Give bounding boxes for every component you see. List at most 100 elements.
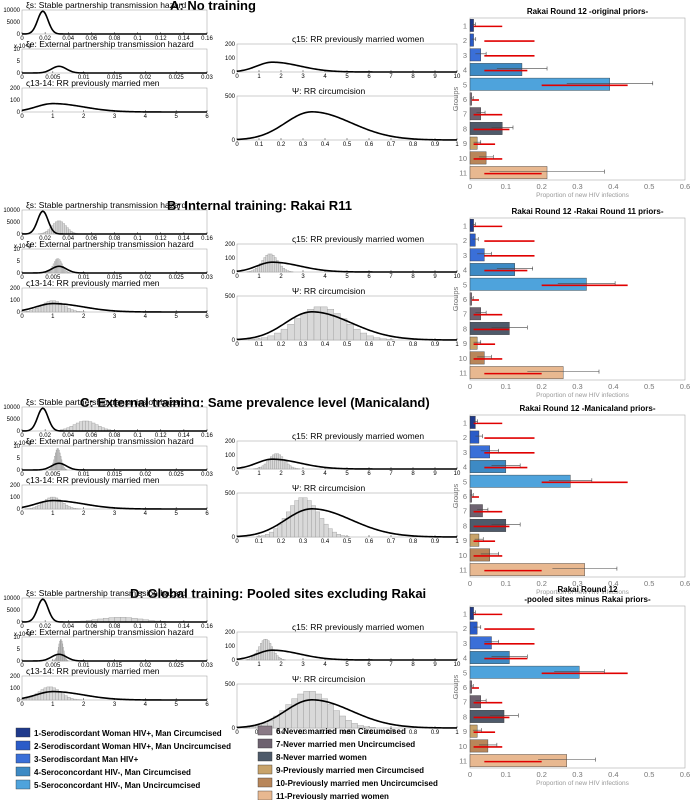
prior-curve <box>22 653 207 662</box>
posterior-bar <box>61 304 65 313</box>
panel-title: Ψ: RR circumcision <box>292 286 365 296</box>
x-tick-label: 0 <box>235 730 239 736</box>
x-tick-label: 0 <box>235 539 239 545</box>
posterior-bar <box>259 466 263 470</box>
posterior-bar <box>274 332 282 341</box>
posterior-bar <box>94 424 99 432</box>
posterior-bar <box>346 324 354 341</box>
x-tick-label: 1 <box>51 511 55 517</box>
posterior-bar <box>73 310 77 313</box>
bar-chart-title: Rakai Round 12 -Manicaland priors- <box>519 404 655 413</box>
x-tick-label: 9 <box>433 74 437 80</box>
posterior-bar <box>60 501 64 510</box>
y-tick-label: 3 <box>463 448 467 457</box>
x-tick-label: 4 <box>323 471 327 477</box>
x-tick-label: 5 <box>174 511 178 517</box>
axis-exponent: x 10^4 <box>14 44 32 50</box>
bar <box>469 636 492 650</box>
bar <box>469 651 510 664</box>
panel-title: ς15: RR previously married women <box>292 34 424 44</box>
posterior-bar <box>34 506 38 510</box>
section-c: C: External training: Same prevalence le… <box>3 395 690 596</box>
x-tick-label: 0.06 <box>86 36 98 42</box>
x-tick-label: 0.1 <box>501 182 511 191</box>
posterior-bar <box>49 686 53 701</box>
posterior-bar <box>247 659 250 661</box>
x-tick-label: 0.04 <box>62 433 74 439</box>
posterior-bar <box>252 655 255 661</box>
x-tick-label: 0.025 <box>169 663 185 669</box>
bar-frame <box>469 217 686 381</box>
posterior-bar <box>252 269 256 273</box>
x-tick-label: 3 <box>113 114 117 120</box>
posterior-bar <box>28 697 33 701</box>
panel-title: Ψ: RR circumcision <box>292 483 365 493</box>
x-tick-label: 0.5 <box>644 382 654 391</box>
panel-frame <box>21 87 208 113</box>
x-tick-label: 0.4 <box>321 142 330 148</box>
y-tick-label: 500 <box>225 682 236 688</box>
y-tick-label: 1 <box>463 609 467 618</box>
x-tick-label: 0 <box>20 511 24 517</box>
y-tick-label: 8 <box>463 324 467 333</box>
density-panel: ξe: External partnership transmission ha… <box>13 239 213 281</box>
posterior-bar <box>37 504 41 510</box>
x-tick-label: 0.02 <box>139 472 151 478</box>
posterior-bar <box>56 220 60 235</box>
posterior-bar <box>336 534 342 538</box>
y-tick-label: 10 <box>13 635 20 641</box>
x-tick-label: 1 <box>455 342 459 348</box>
y-tick-label: 100 <box>10 686 21 692</box>
posterior-bar <box>286 270 290 273</box>
x-tick-label: 5 <box>345 662 349 668</box>
x-tick-label: 5 <box>174 114 178 120</box>
bar <box>469 63 523 76</box>
legend-swatch <box>257 751 273 762</box>
y-tick-label: 11 <box>459 169 467 178</box>
legend-label: 11-Previously married women <box>276 792 389 800</box>
bar <box>469 680 472 694</box>
posterior-bar <box>278 454 282 470</box>
posterior-bar <box>369 727 376 729</box>
y-tick-label: 200 <box>10 674 21 680</box>
y-tick-label: 2 <box>463 624 467 633</box>
x-tick-label: 0.6 <box>680 182 690 191</box>
y-tick-label: 4 <box>463 654 467 663</box>
y-tick-label: 10000 <box>3 8 20 14</box>
posterior-bar <box>340 535 346 538</box>
legend-label: 1-Serodiscordant Woman HIV+, Man Circumc… <box>34 729 222 738</box>
x-tick-label: 0.6 <box>365 142 374 148</box>
panel-title: ς13-14: RR previously married men <box>26 278 160 288</box>
posterior-bar <box>278 657 281 661</box>
posterior-bar <box>40 689 45 701</box>
bar-frame <box>469 17 686 181</box>
posterior-bar <box>307 500 312 538</box>
x-tick-label: 0.02 <box>39 36 51 42</box>
posterior-bar <box>294 500 300 538</box>
x-tick-label: 6 <box>367 74 371 80</box>
y-tick-label: 8 <box>463 521 467 530</box>
posterior-bar <box>67 506 71 510</box>
x-tick-label: 0.8 <box>409 730 418 736</box>
panel-title: ς15: RR previously married women <box>292 431 424 441</box>
y-tick-label: 0 <box>17 32 21 38</box>
x-tick-label: 0.2 <box>277 142 286 148</box>
posterior-bar <box>261 465 265 470</box>
x-tick-label: 0.005 <box>45 275 61 281</box>
y-tick-label: 6 <box>463 492 467 501</box>
prior-curve <box>236 61 457 73</box>
x-tick-label: 5 <box>345 274 349 280</box>
posterior-bar <box>26 311 30 313</box>
bar <box>469 739 489 753</box>
x-tick-label: 0.6 <box>365 730 374 736</box>
x-tick-label: 7 <box>389 74 393 80</box>
x-tick-label: 0.02 <box>39 236 51 242</box>
x-tick-label: 6 <box>205 511 209 517</box>
y-tick-label: 0 <box>232 70 236 76</box>
prior-curve <box>236 111 458 141</box>
posterior-bar <box>332 531 337 538</box>
posterior-bar <box>353 328 361 341</box>
bar <box>469 307 481 321</box>
posterior-bar <box>321 698 328 729</box>
